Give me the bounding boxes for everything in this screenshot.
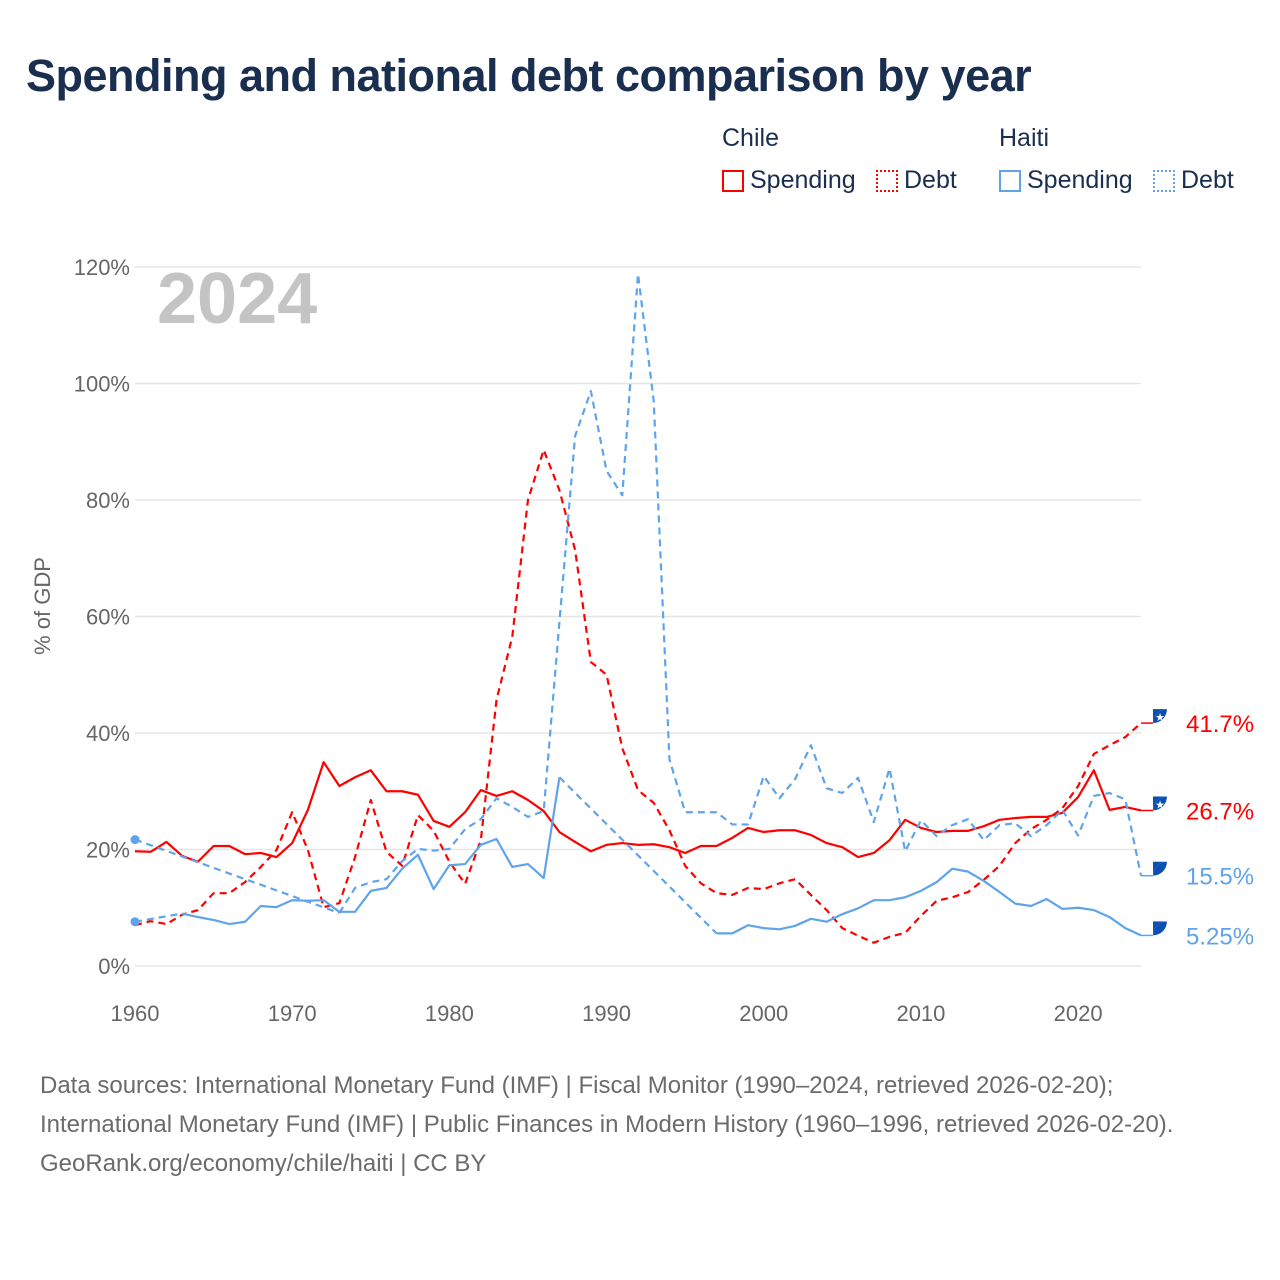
legend-label: Debt: [904, 166, 957, 194]
x-tick-label: 2020: [1054, 1001, 1103, 1026]
legend-country-chile: Chile: [722, 124, 779, 152]
data-sources: Data sources: International Monetary Fun…: [40, 1072, 1174, 1138]
series-line: [716, 867, 1142, 937]
legend-dotted-swatch-icon: [876, 169, 898, 192]
x-tick-label: 1970: [268, 1001, 317, 1026]
y-tick-label: 0%: [98, 954, 130, 979]
flag-blue: [1153, 921, 1181, 935]
series-haiti-debt: [130, 272, 1143, 915]
series-line: [134, 448, 1142, 944]
x-tick-label: 1990: [582, 1001, 631, 1026]
legend-haiti-debt[interactable]: Debt: [1153, 166, 1234, 195]
legend-label: Spending: [750, 166, 856, 194]
legend-chile-debt[interactable]: Debt: [876, 166, 957, 195]
series-line: [338, 272, 1143, 914]
flag-emblem: [1163, 932, 1171, 938]
star-icon: ★: [1155, 712, 1165, 724]
flag-red: [1153, 723, 1181, 737]
end-value-label: 26.7%: [1186, 798, 1254, 825]
series-chile-spending: [134, 761, 1142, 863]
chile-flag-icon: ★: [1153, 796, 1181, 824]
flag-emblem-tree: [1165, 874, 1169, 878]
y-tick-label: 80%: [86, 488, 130, 513]
y-tick-label: 60%: [86, 605, 130, 630]
chile-flag-icon: ★: [1153, 709, 1181, 737]
x-tick-label: 1960: [111, 1001, 160, 1026]
interpolated-gap-line: [558, 776, 718, 935]
series-line: [181, 777, 561, 926]
y-axis-label: % of GDP: [30, 557, 55, 655]
year-label: 2024: [157, 259, 317, 339]
x-tick-label: 2010: [896, 1001, 945, 1026]
footer: Data sources: International Monetary Fun…: [40, 1066, 1250, 1183]
data-point-marker: [130, 917, 140, 927]
y-tick-label: 120%: [74, 255, 130, 280]
series-chile-debt: [134, 448, 1142, 944]
credit-link[interactable]: GeoRank.org/economy/chile/haiti | CC BY: [40, 1150, 487, 1177]
y-tick-label: 40%: [86, 721, 130, 746]
flag-blue: [1153, 862, 1181, 876]
end-value-label: 41.7%: [1186, 711, 1254, 738]
flag-emblem-tree: [1165, 933, 1169, 937]
legend-solid-swatch-icon: [722, 169, 744, 192]
y-tick-label: 20%: [86, 838, 130, 863]
haiti-flag-icon: [1153, 862, 1181, 890]
star-icon: ★: [1155, 799, 1165, 811]
flag-red: [1153, 876, 1181, 890]
data-point-marker: [130, 835, 140, 845]
flag-emblem: [1163, 873, 1171, 879]
x-tick-label: 1980: [425, 1001, 474, 1026]
end-value-label: 15.5%: [1186, 864, 1254, 891]
end-value-label: 5.25%: [1186, 923, 1254, 950]
interpolated-gap-line: [134, 912, 183, 923]
chart-title: Spending and national debt comparison by…: [26, 50, 1032, 101]
series-haiti-spending: [130, 776, 1142, 937]
series-line: [134, 761, 1142, 863]
flag-red: [1153, 810, 1181, 824]
legend-chile-spending[interactable]: Spending: [722, 166, 856, 195]
legend-solid-swatch-icon: [999, 169, 1021, 192]
legend-country-haiti: Haiti: [999, 124, 1050, 152]
legend-label: Debt: [1181, 166, 1234, 194]
x-tick-label: 2000: [739, 1001, 788, 1026]
legend-dotted-swatch-icon: [1153, 169, 1175, 192]
legend-haiti-spending[interactable]: Spending: [999, 166, 1133, 195]
legend-label: Spending: [1027, 166, 1133, 194]
haiti-flag-icon: [1153, 921, 1181, 949]
y-tick-label: 100%: [74, 372, 130, 397]
flag-red: [1153, 935, 1181, 949]
